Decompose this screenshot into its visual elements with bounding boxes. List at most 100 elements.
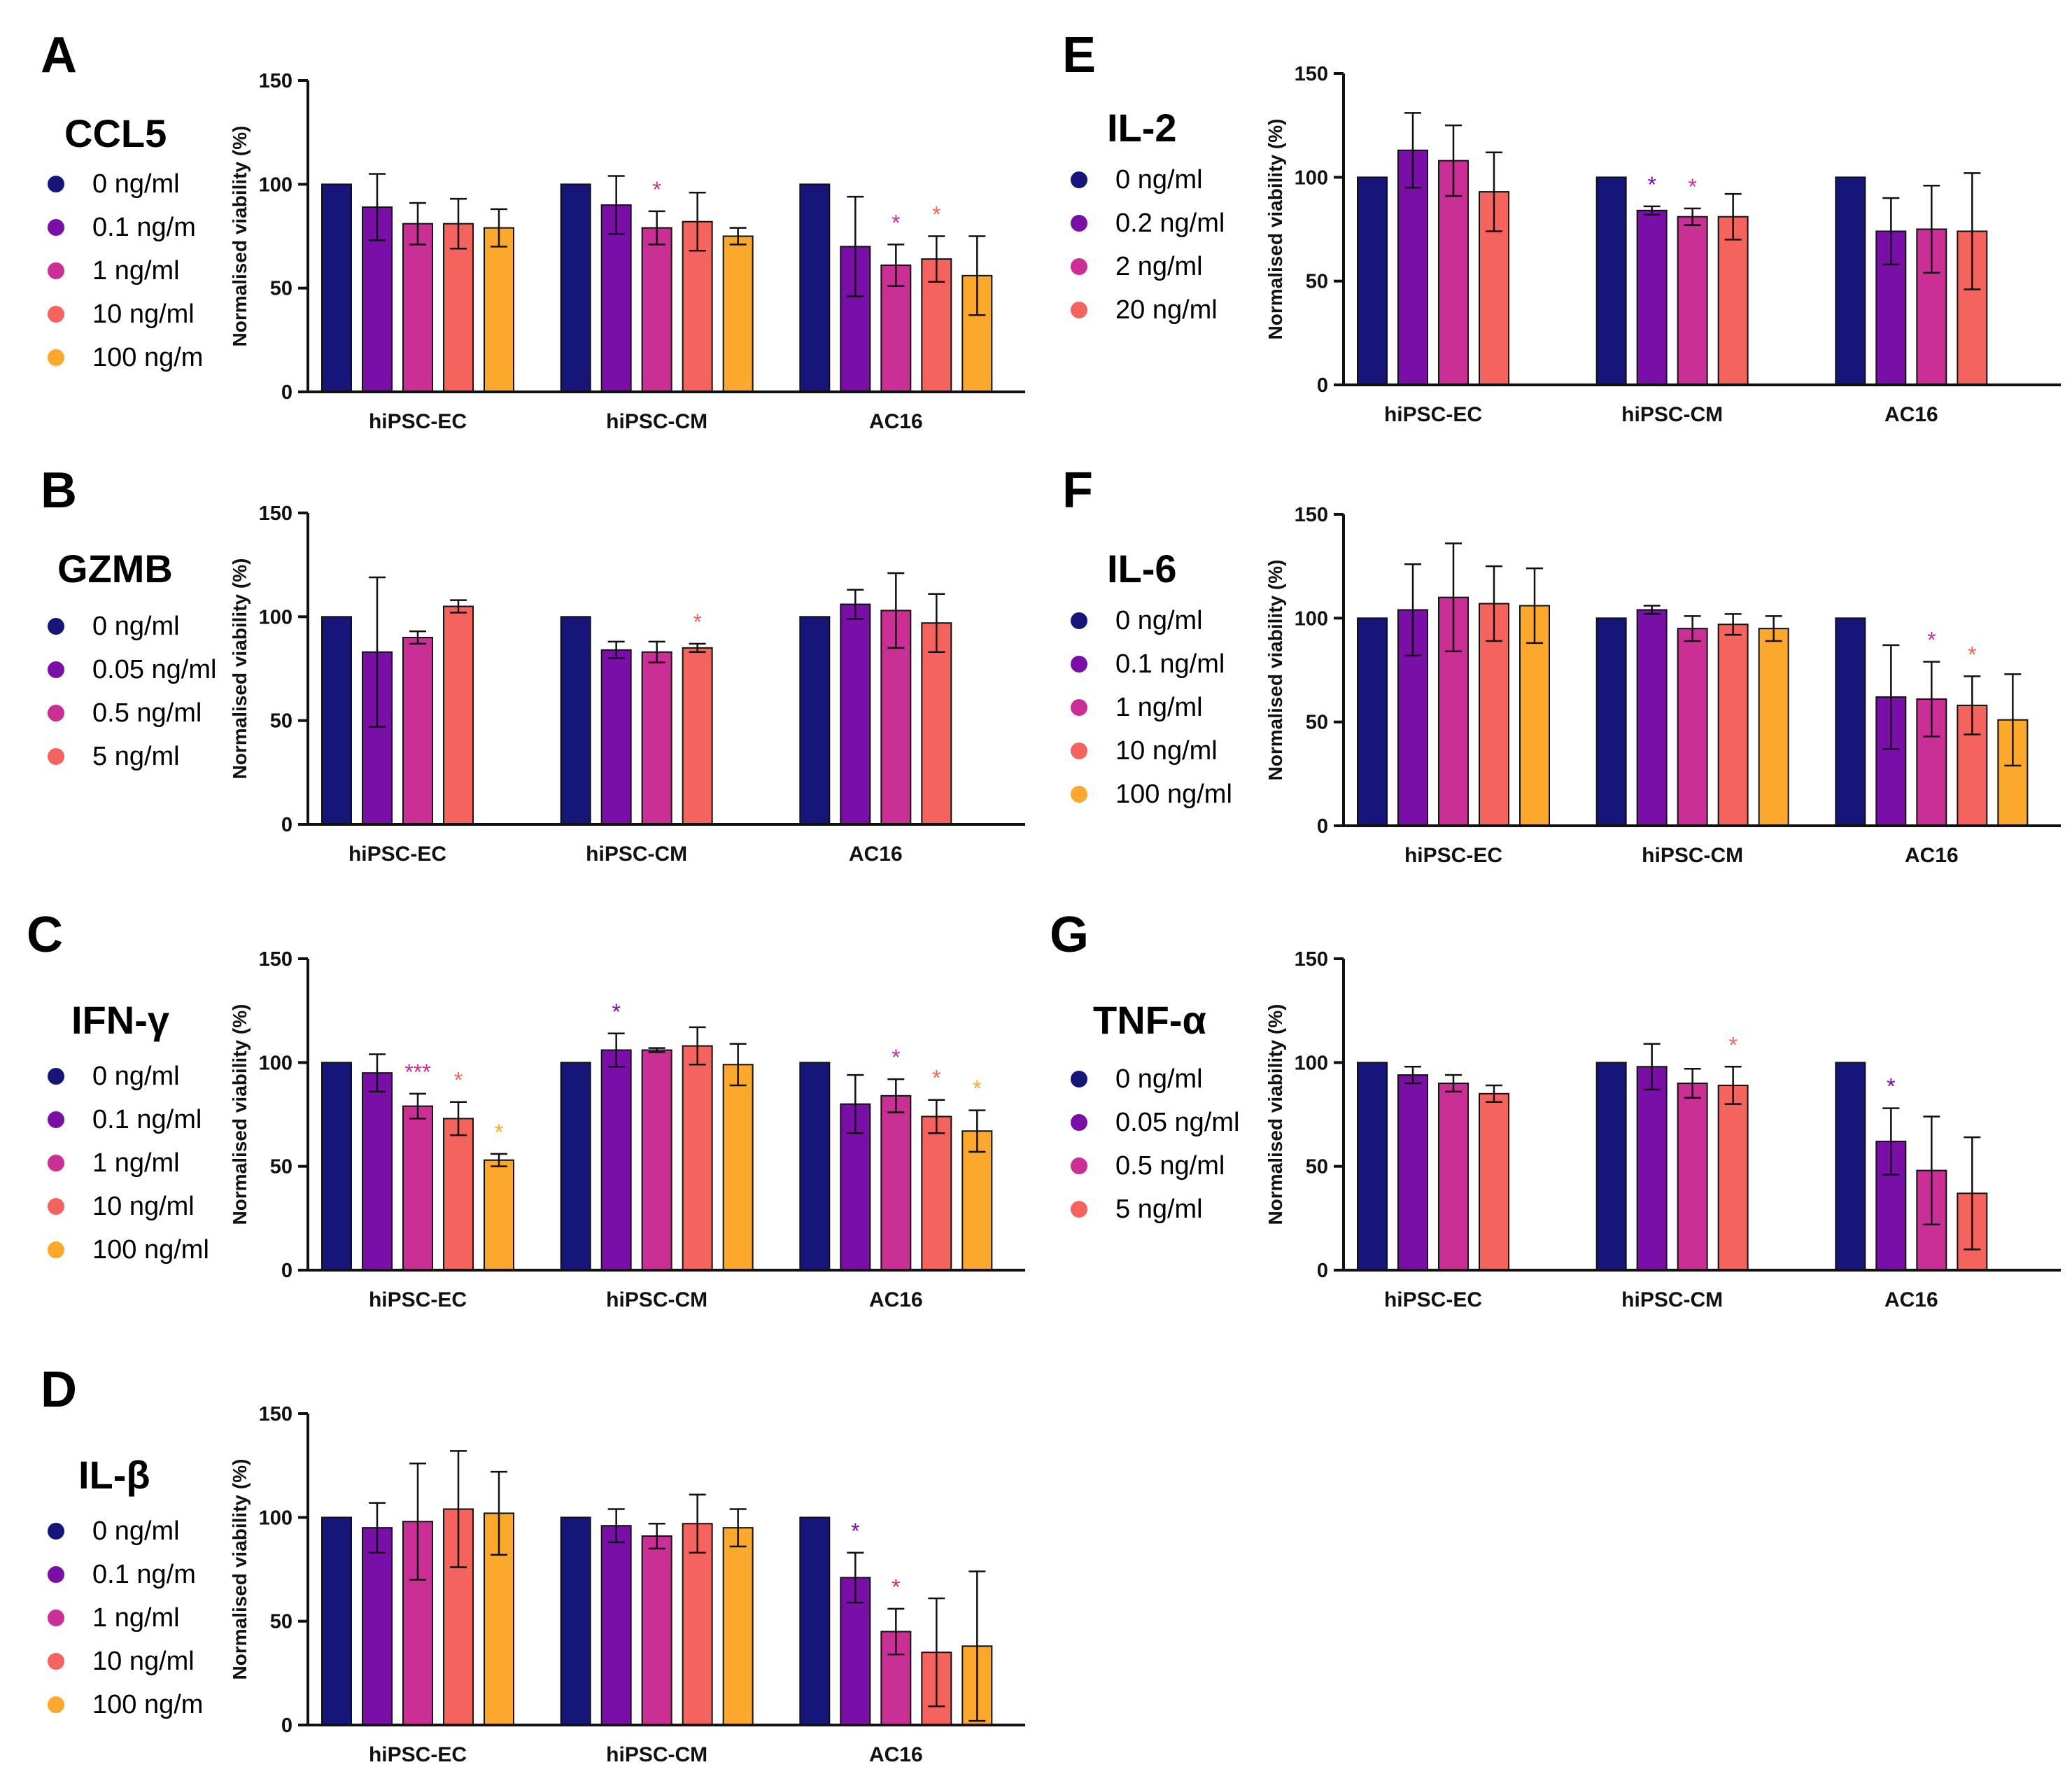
legend-item: 10 ng/ml xyxy=(1071,733,1218,768)
x-tick-label: hiPSC-EC xyxy=(1404,844,1502,867)
bar xyxy=(641,1535,672,1726)
bar xyxy=(362,1072,393,1272)
y-tick-label: 0 xyxy=(1317,815,1328,838)
legend-label: 0.05 ng/ml xyxy=(1115,1107,1240,1137)
legend-label: 10 ng/ml xyxy=(1115,735,1218,766)
x-tick-label: hiPSC-CM xyxy=(1621,1288,1723,1311)
y-tick-label: 100 xyxy=(1295,167,1328,189)
legend-item: 0 ng/ml xyxy=(48,1059,180,1094)
y-tick-label: 0 xyxy=(1317,1260,1328,1282)
significance-label: * xyxy=(1968,642,1976,667)
y-tick-label: 50 xyxy=(1306,271,1328,293)
y-tick-label: 100 xyxy=(1295,1052,1328,1074)
bar xyxy=(1835,1062,1866,1271)
bar xyxy=(1397,1074,1428,1271)
bar xyxy=(402,637,433,825)
x-tick-label: hiPSC-EC xyxy=(369,1288,467,1311)
bar xyxy=(1957,230,1988,386)
panel-title: IL-β xyxy=(78,1453,150,1497)
bar xyxy=(799,1062,831,1271)
bar xyxy=(484,227,514,393)
bar xyxy=(484,1159,514,1271)
legend-item: 0.1 ng/m xyxy=(48,1557,196,1592)
legend-swatch xyxy=(48,1068,64,1085)
bar xyxy=(682,647,713,825)
bar xyxy=(560,1516,591,1726)
panel-title: IL-2 xyxy=(1107,106,1177,150)
y-tick-label: 150 xyxy=(259,1403,293,1426)
legend-item: 5 ng/ml xyxy=(1071,1192,1203,1227)
significance-label: * xyxy=(612,999,620,1025)
bar xyxy=(880,1094,912,1271)
legend-swatch xyxy=(48,1198,64,1215)
x-tick-label: hiPSC-CM xyxy=(586,843,687,866)
bar xyxy=(1677,1083,1708,1271)
panel-b: B GZMB 0 ng/ml 0.05 ng/ml 0.5 ng/ml 5 ng… xyxy=(0,434,1036,868)
legend-swatch xyxy=(1071,1201,1087,1218)
legend-item: 1 ng/ml xyxy=(1071,690,1203,725)
legend-label: 0.5 ng/ml xyxy=(92,698,202,728)
legend-item: 0.05 ng/ml xyxy=(1071,1105,1239,1140)
bar xyxy=(443,1118,474,1271)
bar xyxy=(1717,624,1749,826)
bar xyxy=(560,616,591,825)
y-tick-label: 0 xyxy=(281,814,293,836)
bar xyxy=(1636,1066,1668,1271)
legend-swatch xyxy=(48,661,64,678)
significance-label: * xyxy=(851,1519,859,1544)
panel-c: C IFN-γ 0 ng/ml 0.1 ng/ml 1 ng/ml 10 ng/… xyxy=(0,878,1036,1326)
panel-letter: D xyxy=(41,1362,77,1418)
legend-label: 0 ng/ml xyxy=(92,1061,180,1091)
y-axis-label: Normalised viability (%) xyxy=(229,1459,251,1680)
bar xyxy=(1595,1062,1627,1271)
bar xyxy=(921,622,952,825)
bar xyxy=(921,1115,952,1272)
bar-chart: Normalised viability (%) 0 50 100 150 hiPSC-E… xyxy=(1264,948,2061,1311)
x-tick-label: AC16 xyxy=(869,410,923,433)
legend-label: 100 ng/ml xyxy=(1115,779,1232,809)
legend-label: 0.2 ng/ml xyxy=(1115,208,1225,238)
legend-label: 20 ng/ml xyxy=(1115,295,1218,325)
bar xyxy=(600,1049,632,1272)
bar-chart: Normalised viability (%) 0 50 100 150 hiPSC-E… xyxy=(1264,63,2061,426)
legend-swatch xyxy=(1071,1157,1087,1174)
legend-swatch xyxy=(48,1653,64,1670)
panel-letter: G xyxy=(1050,907,1090,963)
legend-swatch xyxy=(48,262,64,279)
bar xyxy=(682,1523,713,1726)
bar-chart: Normalised viability (%) 0 50 100 150 hiPSC-E… xyxy=(229,1403,1025,1766)
x-tick-label: hiPSC-CM xyxy=(606,1743,707,1766)
bar xyxy=(722,235,754,393)
bar xyxy=(1758,628,1789,827)
significance-label: * xyxy=(1688,174,1696,199)
legend-swatch xyxy=(48,1566,64,1583)
legend-swatch xyxy=(48,1155,64,1171)
legend-swatch xyxy=(1071,612,1087,629)
bar xyxy=(1835,617,1866,826)
significance-label: * xyxy=(495,1120,503,1145)
bar xyxy=(682,1045,713,1271)
legend-label: 2 ng/ml xyxy=(1115,251,1203,281)
legend-item: 100 ng/ml xyxy=(1071,777,1232,812)
legend-label: 0.1 ng/m xyxy=(92,212,196,242)
legend-item: 0.1 ng/ml xyxy=(48,1102,202,1137)
legend-label: 1 ng/ml xyxy=(92,1148,180,1178)
bar xyxy=(443,605,474,825)
x-tick-label: hiPSC-EC xyxy=(1384,1288,1482,1311)
panel-title: TNF-α xyxy=(1093,998,1206,1042)
x-tick-label: hiPSC-EC xyxy=(369,410,467,433)
x-tick-label: hiPSC-CM xyxy=(606,1288,707,1311)
significance-label: * xyxy=(1927,628,1936,653)
y-tick-label: 100 xyxy=(259,1507,293,1529)
legend-swatch xyxy=(1071,258,1087,275)
legend-swatch xyxy=(48,748,64,765)
significance-label: * xyxy=(693,610,701,635)
legend-swatch xyxy=(1071,1114,1087,1131)
significance-label: * xyxy=(891,210,900,235)
x-tick-label: hiPSC-EC xyxy=(348,843,446,866)
significance-label: * xyxy=(973,1076,981,1101)
legend-label: 0.1 ng/ml xyxy=(1115,649,1225,679)
bar xyxy=(560,1062,591,1271)
